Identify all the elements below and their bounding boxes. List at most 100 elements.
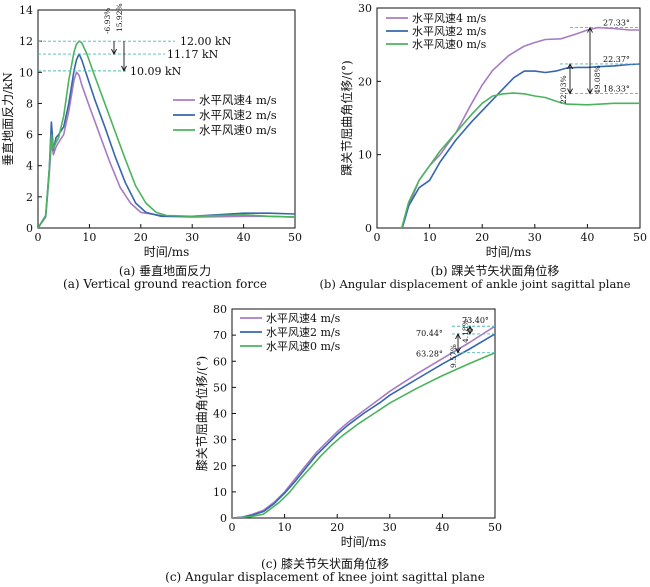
x-tick-label-a: 40 <box>237 231 251 244</box>
x-tick-label-b: 40 <box>580 231 594 244</box>
x-tick-label-a: 50 <box>288 231 302 244</box>
plot-frame-b <box>376 7 641 229</box>
annotation-a-pct1: -6.93% <box>103 8 112 34</box>
caption-b-en: (b) Angular displacement of ankle joint … <box>319 277 631 291</box>
x-tick-label-c: 20 <box>330 521 344 534</box>
arrow-c-2-head2 <box>467 325 473 332</box>
x-axis-label-a: 时间/ms <box>144 245 190 259</box>
y-tick-label-a: 4 <box>26 160 33 173</box>
x-tick-label-a: 20 <box>134 231 148 244</box>
x-axis-label-b: 时间/ms <box>486 245 532 259</box>
annotation-a-12kN: 12.00 kN <box>180 35 232 48</box>
series-line-c-0 <box>232 325 495 518</box>
y-tick-label-c: 10 <box>213 486 227 499</box>
y-tick-label-c: 70 <box>213 329 227 342</box>
caption-a-en: (a) Vertical ground reaction force <box>63 277 267 291</box>
y-tick-label-a: 10 <box>19 66 33 79</box>
arrow-c-1-head2 <box>455 332 461 340</box>
series-group-c <box>232 325 495 518</box>
x-tick-label-b: 30 <box>528 231 542 244</box>
legend-label-c-0: 水平风速4 m/s <box>266 312 341 325</box>
series-line-c-1 <box>232 333 495 518</box>
chart-b: 0 10 20 30 40 500102030时间/ms踝关节屈曲角位移/(°)水平风速4… <box>339 2 647 259</box>
legend-label-b-2: 水平风速0 m/s <box>412 38 487 51</box>
legend-label-a-2: 水平风速0 m/s <box>199 123 277 137</box>
x-tick-label-b: 20 <box>475 231 489 244</box>
x-tick-label-a: 30 <box>185 231 199 244</box>
y-tick-label-b: 30 <box>358 2 372 15</box>
series-group-b <box>400 26 640 228</box>
series-line-a-1 <box>38 53 295 228</box>
y-tick-label-c: 0 <box>220 512 227 525</box>
caption-c-en: (c) Angular displacement of knee joint s… <box>165 570 485 584</box>
legend-label-b-0: 水平风速4 m/s <box>412 12 487 25</box>
caption-c-cn: (c) 膝关节矢状面角位移 <box>261 557 389 571</box>
chart-c: 0 10 20 30 40 50 0 10 20 30 40 50 60 70 80 时间/ms 膝关节屈曲角位… <box>194 303 502 549</box>
y-tick-label-a: 14 <box>19 4 33 17</box>
arrow-a-1-head <box>111 48 117 56</box>
y-axis-label-b: 踝关节屈曲角位移/(°) <box>339 60 354 175</box>
annotation-c-70deg: 70.44° <box>416 329 443 338</box>
annotation-b-27deg: 27.33° <box>603 19 630 28</box>
y-axis-label-a: 垂直地面反力/kN <box>1 72 15 166</box>
annotation-c-pct1: 9.57% <box>449 344 458 368</box>
legend-label-a-0: 水平风速4 m/s <box>199 93 277 107</box>
y-tick-label-a: 8 <box>26 97 33 110</box>
y-tick-label-a: 0 <box>26 222 33 235</box>
annotation-b-pct2: 22.03% <box>559 75 568 104</box>
x-tick-label-c: 30 <box>383 521 397 534</box>
legend-label-c-1: 水平风速2 m/s <box>266 326 341 339</box>
x-tick-label-a: 0 <box>35 231 42 244</box>
y-tick-label-b: 10 <box>358 149 372 162</box>
y-tick-label-c: 80 <box>213 303 227 316</box>
series-group-a <box>38 40 295 228</box>
caption-b-cn: (b) 踝关节矢状面角位移 <box>430 264 560 278</box>
plot-frame-a <box>37 9 296 229</box>
y-tick-label-b: 20 <box>358 75 372 88</box>
annotation-c-63deg: 63.28° <box>416 350 443 359</box>
x-tick-label-c: 40 <box>435 521 449 534</box>
y-tick-label-c: 40 <box>213 408 227 421</box>
arrow-c-1-head <box>455 347 461 354</box>
chart-a: 0 10 20 30 40 50 0 2 4 6 8 10 12 14 时间/ms 垂直地面反力/kN 水平风速… <box>1 4 302 259</box>
legend-label-c-2: 水平风速0 m/s <box>266 340 341 353</box>
annotation-a-10kN: 10.09 kN <box>130 65 182 78</box>
y-tick-label-b: 0 <box>365 222 372 235</box>
x-tick-label-c: 0 <box>229 521 236 534</box>
y-tick-label-c: 50 <box>213 381 227 394</box>
x-tick-label-c: 10 <box>278 521 292 534</box>
annotation-b-22deg: 22.37° <box>603 55 630 64</box>
arrow-b-1-head2 <box>587 26 593 33</box>
annotation-a-pct2: 15.92% <box>115 3 124 32</box>
annotation-c-pct2: 4.18% <box>461 319 470 343</box>
y-axis-label-c: 膝关节屈曲角位移/(°) <box>194 356 209 471</box>
x-tick-label-b: 10 <box>423 231 437 244</box>
arrow-b-2-head <box>567 88 573 95</box>
annotation-b-pct1: 49.08% <box>593 65 602 94</box>
legend-label-a-1: 水平风速2 m/s <box>199 108 277 122</box>
y-tick-label-c: 20 <box>213 460 227 473</box>
x-tick-label-b: 0 <box>374 231 381 244</box>
x-axis-label-c: 时间/ms <box>341 535 387 549</box>
x-tick-label-b: 50 <box>633 231 647 244</box>
x-tick-label-a: 10 <box>82 231 96 244</box>
y-tick-label-a: 12 <box>19 35 33 48</box>
x-tick-label-c: 50 <box>488 521 502 534</box>
legend-label-b-1: 水平风速2 m/s <box>412 25 487 38</box>
y-tick-label-c: 60 <box>213 355 227 368</box>
y-tick-label-a: 6 <box>26 129 33 142</box>
series-line-c-2 <box>232 351 495 518</box>
caption-a-cn: (a) 垂直地面反力 <box>118 264 212 278</box>
annotation-b-18deg: 18.33° <box>603 85 630 94</box>
arrow-b-2-head2 <box>567 62 573 70</box>
series-line-b-1 <box>401 63 640 228</box>
annotation-a-11kN: 11.17 kN <box>167 48 219 61</box>
y-tick-label-c: 30 <box>213 434 227 447</box>
series-line-b-2 <box>400 92 640 228</box>
annotation-c-73deg: 73.40° <box>462 316 489 325</box>
series-line-a-2 <box>38 40 295 228</box>
arrow-c-2-head <box>467 328 473 335</box>
y-tick-label-a: 2 <box>26 191 33 204</box>
arrow-a-2-head <box>121 65 127 72</box>
